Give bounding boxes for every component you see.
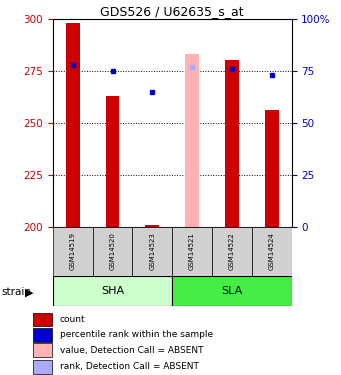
Bar bbox=[265, 110, 279, 227]
Bar bbox=[33, 360, 51, 374]
Bar bbox=[93, 227, 132, 276]
Bar bbox=[66, 23, 80, 227]
Bar bbox=[185, 54, 199, 227]
Bar bbox=[212, 227, 252, 276]
Title: GDS526 / U62635_s_at: GDS526 / U62635_s_at bbox=[100, 4, 244, 18]
Bar bbox=[53, 276, 172, 306]
Text: percentile rank within the sample: percentile rank within the sample bbox=[60, 330, 213, 339]
Bar bbox=[172, 227, 212, 276]
Text: rank, Detection Call = ABSENT: rank, Detection Call = ABSENT bbox=[60, 362, 199, 371]
Text: GSM14520: GSM14520 bbox=[109, 232, 116, 270]
Text: SHA: SHA bbox=[101, 286, 124, 296]
Bar bbox=[172, 276, 292, 306]
Text: value, Detection Call = ABSENT: value, Detection Call = ABSENT bbox=[60, 345, 203, 354]
Text: GSM14523: GSM14523 bbox=[149, 232, 155, 270]
Bar bbox=[33, 328, 51, 342]
Bar bbox=[145, 225, 159, 227]
Text: GSM14519: GSM14519 bbox=[70, 232, 76, 270]
Text: SLA: SLA bbox=[221, 286, 242, 296]
Text: GSM14524: GSM14524 bbox=[269, 232, 275, 270]
Bar bbox=[132, 227, 172, 276]
Bar bbox=[252, 227, 292, 276]
Bar bbox=[225, 60, 239, 227]
Bar bbox=[33, 312, 51, 326]
Bar bbox=[53, 227, 93, 276]
Bar bbox=[106, 96, 119, 227]
Text: strain: strain bbox=[2, 287, 32, 297]
Text: GSM14522: GSM14522 bbox=[229, 232, 235, 270]
Bar bbox=[33, 343, 51, 357]
Text: count: count bbox=[60, 315, 86, 324]
Text: GSM14521: GSM14521 bbox=[189, 232, 195, 270]
Text: ▶: ▶ bbox=[25, 288, 33, 297]
